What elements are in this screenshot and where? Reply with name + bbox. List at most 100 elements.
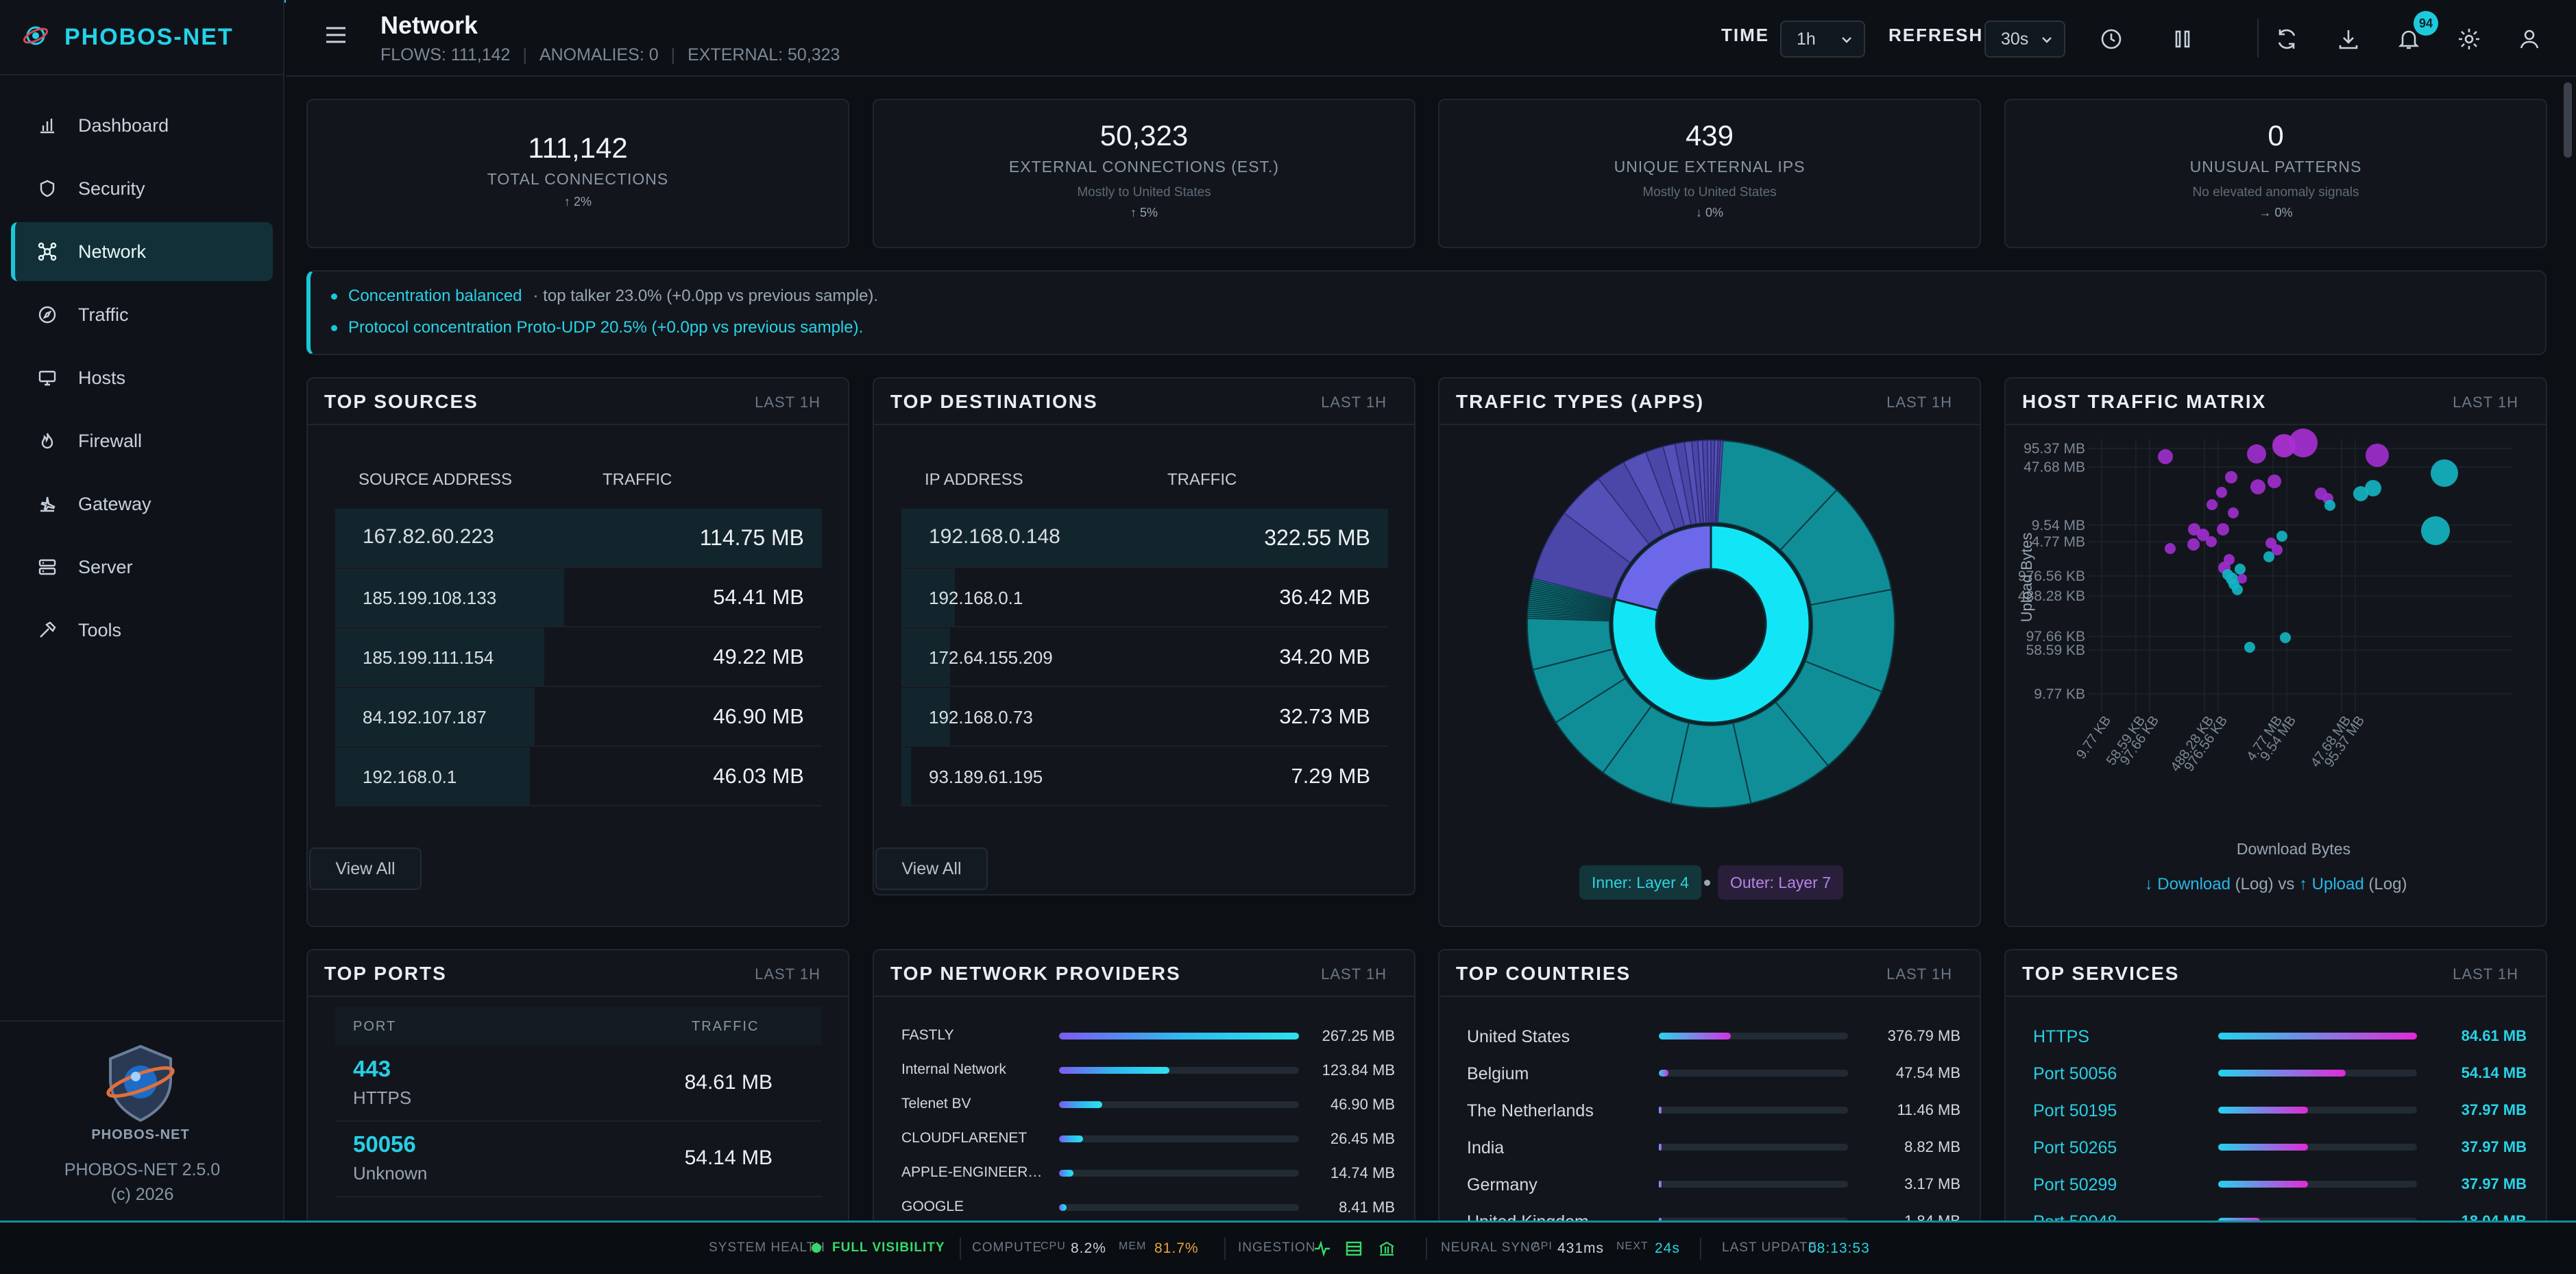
- sidebar-item-tools[interactable]: Tools: [11, 601, 273, 660]
- sidebar-item-firewall[interactable]: Firewall: [11, 411, 273, 470]
- item-label[interactable]: GOOGLE: [901, 1199, 964, 1214]
- ip-address[interactable]: 192.168.0.1: [363, 767, 457, 787]
- host-point[interactable]: [2365, 480, 2381, 496]
- host-point[interactable]: [2431, 459, 2458, 487]
- ip-address[interactable]: 84.192.107.187: [363, 707, 487, 728]
- view-all-button[interactable]: View All: [875, 848, 988, 890]
- bar-list-item[interactable]: Port 50056 54.14 MB: [2033, 1059, 2527, 1086]
- item-label[interactable]: Belgium: [1467, 1064, 1529, 1083]
- item-label[interactable]: CLOUDFLARENET: [901, 1130, 1028, 1146]
- host-point[interactable]: [2197, 529, 2209, 541]
- item-label[interactable]: HTTPS: [2033, 1027, 2089, 1046]
- bar-list-item[interactable]: GOOGLE 8.41 MB: [901, 1193, 1395, 1221]
- ip-address[interactable]: 192.168.0.148: [929, 525, 1060, 548]
- host-point[interactable]: [2188, 523, 2200, 536]
- item-label[interactable]: FASTLY: [901, 1027, 954, 1043]
- port-number[interactable]: 443: [353, 1056, 391, 1081]
- refresh-select[interactable]: 30s: [1984, 21, 2065, 58]
- bar-list-item[interactable]: Belgium 47.54 MB: [1467, 1059, 1960, 1086]
- host-point[interactable]: [2247, 444, 2266, 464]
- inner-segment-udp[interactable]: [1611, 524, 1811, 724]
- table-row[interactable]: 185.199.111.154 49.22 MB: [335, 628, 822, 687]
- bar-list-item[interactable]: FASTLY 267.25 MB: [901, 1022, 1395, 1049]
- table-row[interactable]: 172.64.155.209 34.20 MB: [901, 628, 1388, 687]
- host-point[interactable]: [2228, 507, 2239, 518]
- host-traffic-scatter[interactable]: 95.37 MB 47.68 MB 9.54 MB4.77 MB 976.56 KB 4…: [2006, 425, 2549, 864]
- host-point[interactable]: [2324, 500, 2335, 511]
- item-label[interactable]: Germany: [1467, 1175, 1538, 1194]
- host-point[interactable]: [2272, 544, 2283, 555]
- host-point[interactable]: [2232, 584, 2243, 595]
- pause-button[interactable]: [2164, 21, 2201, 58]
- download-button[interactable]: [2330, 21, 2367, 58]
- host-point[interactable]: [2280, 632, 2291, 643]
- item-label[interactable]: Telenet BV: [901, 1096, 971, 1111]
- bar-list-item[interactable]: Port 50195 37.97 MB: [2033, 1096, 2527, 1123]
- scrollbar-thumb[interactable]: [2564, 82, 2572, 158]
- item-label[interactable]: Port 50056: [2033, 1064, 2117, 1083]
- host-point[interactable]: [2235, 564, 2246, 575]
- host-point[interactable]: [2421, 516, 2450, 545]
- host-point[interactable]: [2217, 523, 2229, 536]
- ip-address[interactable]: 192.168.0.73: [929, 707, 1033, 728]
- sidebar-item-network[interactable]: Network: [11, 222, 273, 281]
- bar-list-item[interactable]: Germany 3.17 MB: [1467, 1170, 1960, 1197]
- host-point[interactable]: [2353, 486, 2368, 501]
- host-point[interactable]: [2250, 479, 2265, 494]
- bar-list-item[interactable]: APPLE-ENGINEERING 14.74 MB: [901, 1159, 1395, 1186]
- item-label[interactable]: The Netherlands: [1467, 1101, 1594, 1120]
- table-row[interactable]: 167.82.60.223 114.75 MB: [335, 509, 822, 568]
- host-point[interactable]: [2268, 474, 2281, 488]
- ip-address[interactable]: 172.64.155.209: [929, 647, 1053, 668]
- item-label[interactable]: India: [1467, 1138, 1505, 1157]
- host-point[interactable]: [2276, 531, 2287, 542]
- table-row[interactable]: 192.168.0.1 46.03 MB: [335, 747, 822, 806]
- item-label[interactable]: United States: [1467, 1027, 1570, 1046]
- host-point[interactable]: [2237, 574, 2247, 584]
- host-point[interactable]: [2225, 471, 2237, 483]
- table-row[interactable]: 93.189.61.195 7.29 MB: [901, 747, 1388, 806]
- time-select[interactable]: 1h: [1780, 21, 1865, 58]
- outer-segment-l7-app[interactable]: [1716, 440, 1724, 524]
- bar-list-item[interactable]: India 8.82 MB: [1467, 1133, 1960, 1160]
- bar-list-item[interactable]: Port 50265 37.97 MB: [2033, 1133, 2527, 1160]
- history-button[interactable]: [2093, 21, 2130, 58]
- item-label[interactable]: Port 50299: [2033, 1175, 2117, 1194]
- table-row[interactable]: 50056 Unknown 54.14 MB: [335, 1122, 822, 1197]
- sidebar-item-server[interactable]: Server: [11, 538, 273, 597]
- sidebar-item-hosts[interactable]: Hosts: [11, 348, 273, 407]
- sidebar-item-gateway[interactable]: Gateway: [11, 474, 273, 533]
- bar-list-item[interactable]: The Netherlands 11.46 MB: [1467, 1096, 1960, 1123]
- table-row[interactable]: 192.168.0.148 322.55 MB: [901, 509, 1388, 568]
- traffic-sunburst-chart[interactable]: [1439, 425, 1982, 837]
- sidebar-item-dashboard[interactable]: Dashboard: [11, 96, 273, 155]
- sidebar-item-security[interactable]: Security: [11, 159, 273, 218]
- item-label[interactable]: Internal Network: [901, 1061, 1006, 1077]
- profile-button[interactable]: [2511, 21, 2548, 58]
- port-number[interactable]: 50056: [353, 1131, 416, 1157]
- bar-list-item[interactable]: Internal Network 123.84 MB: [901, 1056, 1395, 1083]
- item-label[interactable]: Port 50195: [2033, 1101, 2117, 1120]
- table-row[interactable]: 192.168.0.73 32.73 MB: [901, 688, 1388, 747]
- host-point[interactable]: [2263, 551, 2274, 562]
- ip-address[interactable]: 93.189.61.195: [929, 767, 1043, 787]
- settings-button[interactable]: [2451, 21, 2488, 58]
- bar-list-item[interactable]: Port 50299 37.97 MB: [2033, 1170, 2527, 1197]
- item-label[interactable]: APPLE-ENGINEERING: [901, 1164, 1045, 1180]
- host-point[interactable]: [2206, 536, 2217, 547]
- ip-address[interactable]: 167.82.60.223: [363, 525, 494, 548]
- refresh-button[interactable]: [2268, 21, 2305, 58]
- menu-toggle-icon[interactable]: [324, 26, 348, 44]
- ip-address[interactable]: 185.199.108.133: [363, 588, 497, 608]
- ip-address[interactable]: 192.168.0.1: [929, 588, 1023, 608]
- bar-list-item[interactable]: CLOUDFLARENET 26.45 MB: [901, 1125, 1395, 1152]
- view-all-button[interactable]: View All: [309, 848, 422, 890]
- brand[interactable]: PHOBOS-NET: [22, 19, 234, 55]
- host-point[interactable]: [2289, 429, 2318, 457]
- host-point[interactable]: [2216, 487, 2227, 498]
- table-row[interactable]: 185.199.108.133 54.41 MB: [335, 568, 822, 627]
- sidebar-item-traffic[interactable]: Traffic: [11, 285, 273, 344]
- host-point[interactable]: [2165, 543, 2176, 554]
- bar-list-item[interactable]: HTTPS 84.61 MB: [2033, 1022, 2527, 1049]
- table-row[interactable]: 84.192.107.187 46.90 MB: [335, 688, 822, 747]
